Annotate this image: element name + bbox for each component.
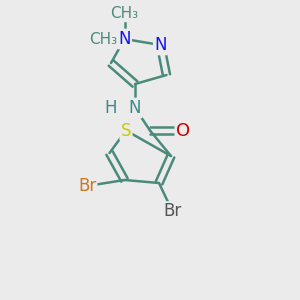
Text: N: N xyxy=(118,30,131,48)
Text: N: N xyxy=(154,36,167,54)
Text: CH₃: CH₃ xyxy=(110,6,139,21)
Text: S: S xyxy=(121,122,131,140)
Text: N: N xyxy=(129,99,141,117)
Text: CH₃: CH₃ xyxy=(89,32,118,46)
Text: Br: Br xyxy=(78,177,96,195)
Text: H: H xyxy=(105,99,117,117)
Text: Br: Br xyxy=(164,202,181,220)
Text: O: O xyxy=(176,122,190,140)
